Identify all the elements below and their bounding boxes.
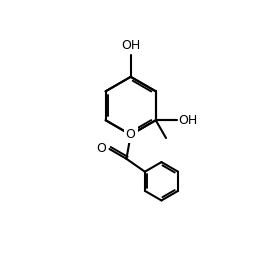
Text: OH: OH [121,39,140,52]
Text: OH: OH [178,114,197,127]
Text: O: O [125,128,135,141]
Text: O: O [96,141,106,154]
